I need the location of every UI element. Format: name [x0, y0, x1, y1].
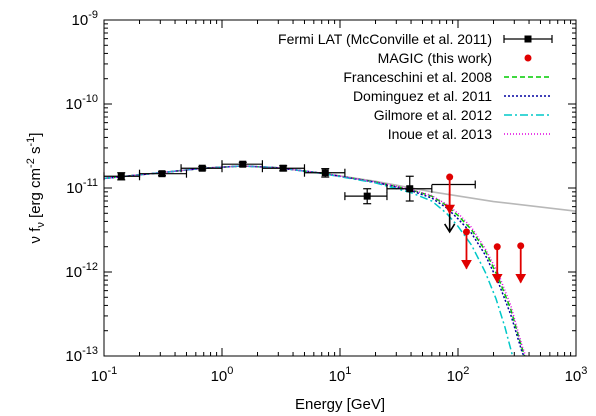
legend-label: Fermi LAT (McConville et al. 2011) [278, 31, 492, 47]
legend-label: Franceschini et al. 2008 [343, 69, 492, 85]
y-axis-label-mid: s [27, 146, 44, 158]
y-tick-base: 10 [65, 264, 82, 281]
x-tick-exponent: -1 [107, 365, 117, 377]
magic-point [463, 228, 470, 235]
y-axis-label-post: ] [27, 133, 44, 137]
y-axis-label-pre: [erg cm [27, 168, 44, 222]
x-tick-exponent: 3 [581, 365, 587, 377]
y-tick-base: 10 [65, 96, 82, 113]
legend-label: MAGIC (this work) [378, 50, 492, 66]
legend-label: Inoue et al. 2013 [388, 126, 493, 142]
legend-square-marker [525, 36, 532, 43]
fermi-point [364, 193, 371, 200]
legend-label: Gilmore et al. 2012 [374, 107, 492, 123]
magic-point [494, 243, 501, 250]
magic-point [446, 174, 453, 181]
x-tick-exponent: 0 [227, 365, 233, 377]
y-tick-exponent: -11 [83, 177, 98, 189]
fermi-point [239, 161, 246, 168]
y-axis-label-sup1: -2 [25, 158, 37, 168]
x-tick-base: 10 [565, 368, 582, 385]
y-tick-exponent: -12 [82, 261, 98, 273]
y-tick-base: 10 [65, 348, 82, 365]
x-axis-label: Energy [GeV] [295, 396, 385, 413]
y-tick-base: 10 [72, 12, 89, 29]
legend-label: Dominguez et al. 2011 [353, 88, 492, 104]
x-tick-base: 10 [329, 368, 346, 385]
x-tick-base: 10 [91, 368, 108, 385]
y-axis-label-base: ν f [27, 227, 44, 244]
magic-point [517, 242, 524, 249]
y-axis-label-sup2: -1 [25, 137, 37, 147]
y-tick-exponent: -10 [82, 93, 98, 105]
x-tick-base: 10 [447, 368, 464, 385]
fermi-point [406, 185, 413, 192]
x-tick-exponent: 2 [463, 365, 469, 377]
legend-dot-marker [525, 55, 532, 62]
y-tick-exponent: -9 [88, 9, 98, 21]
x-tick-base: 10 [211, 368, 228, 385]
y-tick-exponent: -13 [82, 345, 98, 357]
x-tick-exponent: 1 [345, 365, 351, 377]
fermi-point [118, 173, 125, 180]
y-tick-base: 10 [66, 180, 83, 197]
fermi-point [199, 165, 206, 172]
fermi-point [280, 165, 287, 172]
fermi-point [158, 170, 165, 177]
fermi-point [322, 169, 329, 176]
